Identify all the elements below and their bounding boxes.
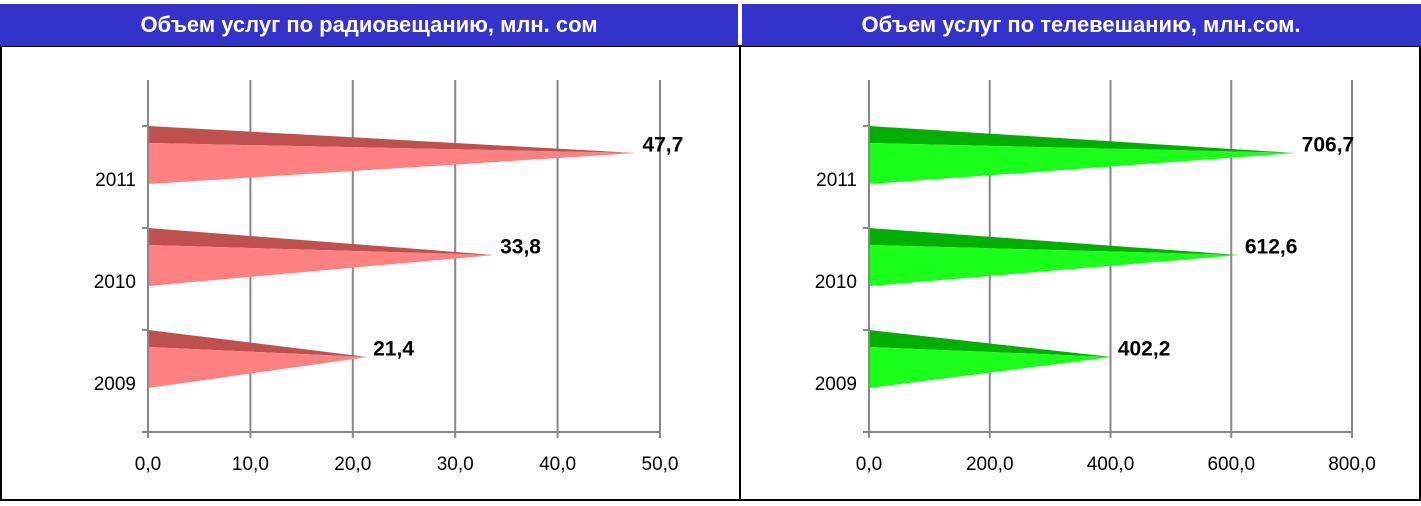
x-tick-label: 400,0 <box>1087 454 1135 475</box>
bar <box>869 347 1112 388</box>
value-label: 402,2 <box>1118 338 1171 361</box>
x-tick-label: 800,0 <box>1328 454 1376 475</box>
title-band <box>0 4 738 46</box>
bar <box>148 347 368 388</box>
bar-side <box>869 330 1112 357</box>
y-tick-label: 2011 <box>95 170 136 191</box>
x-tick-label: 30,0 <box>437 454 474 475</box>
x-tick-label: 50,0 <box>642 454 679 475</box>
bar-side <box>869 126 1296 153</box>
value-label: 612,6 <box>1245 236 1298 259</box>
bar <box>869 143 1296 184</box>
y-tick-label: 2010 <box>94 272 136 293</box>
value-label: 21,4 <box>373 338 414 361</box>
bar-side <box>869 228 1239 255</box>
chart-title: Объем услуг по радиовещанию, млн. сом <box>140 12 597 37</box>
y-tick-label: 2009 <box>94 374 136 395</box>
value-label: 706,7 <box>1302 134 1355 157</box>
x-tick-label: 0,0 <box>135 454 161 475</box>
bar-side <box>148 228 495 255</box>
x-tick-label: 0,0 <box>856 454 882 475</box>
bar <box>148 143 637 184</box>
bar <box>148 245 495 286</box>
y-tick-label: 2009 <box>815 374 857 395</box>
title-band <box>742 4 1421 46</box>
bar-side <box>148 330 368 357</box>
y-tick-label: 2011 <box>816 170 857 191</box>
x-tick-label: 600,0 <box>1207 454 1255 475</box>
x-tick-label: 20,0 <box>334 454 371 475</box>
chart-title: Объем услуг по телевешанию, млн.сом. <box>862 12 1301 37</box>
value-label: 47,7 <box>642 134 683 157</box>
value-label: 33,8 <box>500 236 541 259</box>
x-tick-label: 40,0 <box>539 454 576 475</box>
bar <box>869 245 1239 286</box>
x-tick-label: 10,0 <box>232 454 269 475</box>
y-tick-label: 2010 <box>815 272 857 293</box>
bar-side <box>148 126 637 153</box>
x-tick-label: 200,0 <box>966 454 1014 475</box>
